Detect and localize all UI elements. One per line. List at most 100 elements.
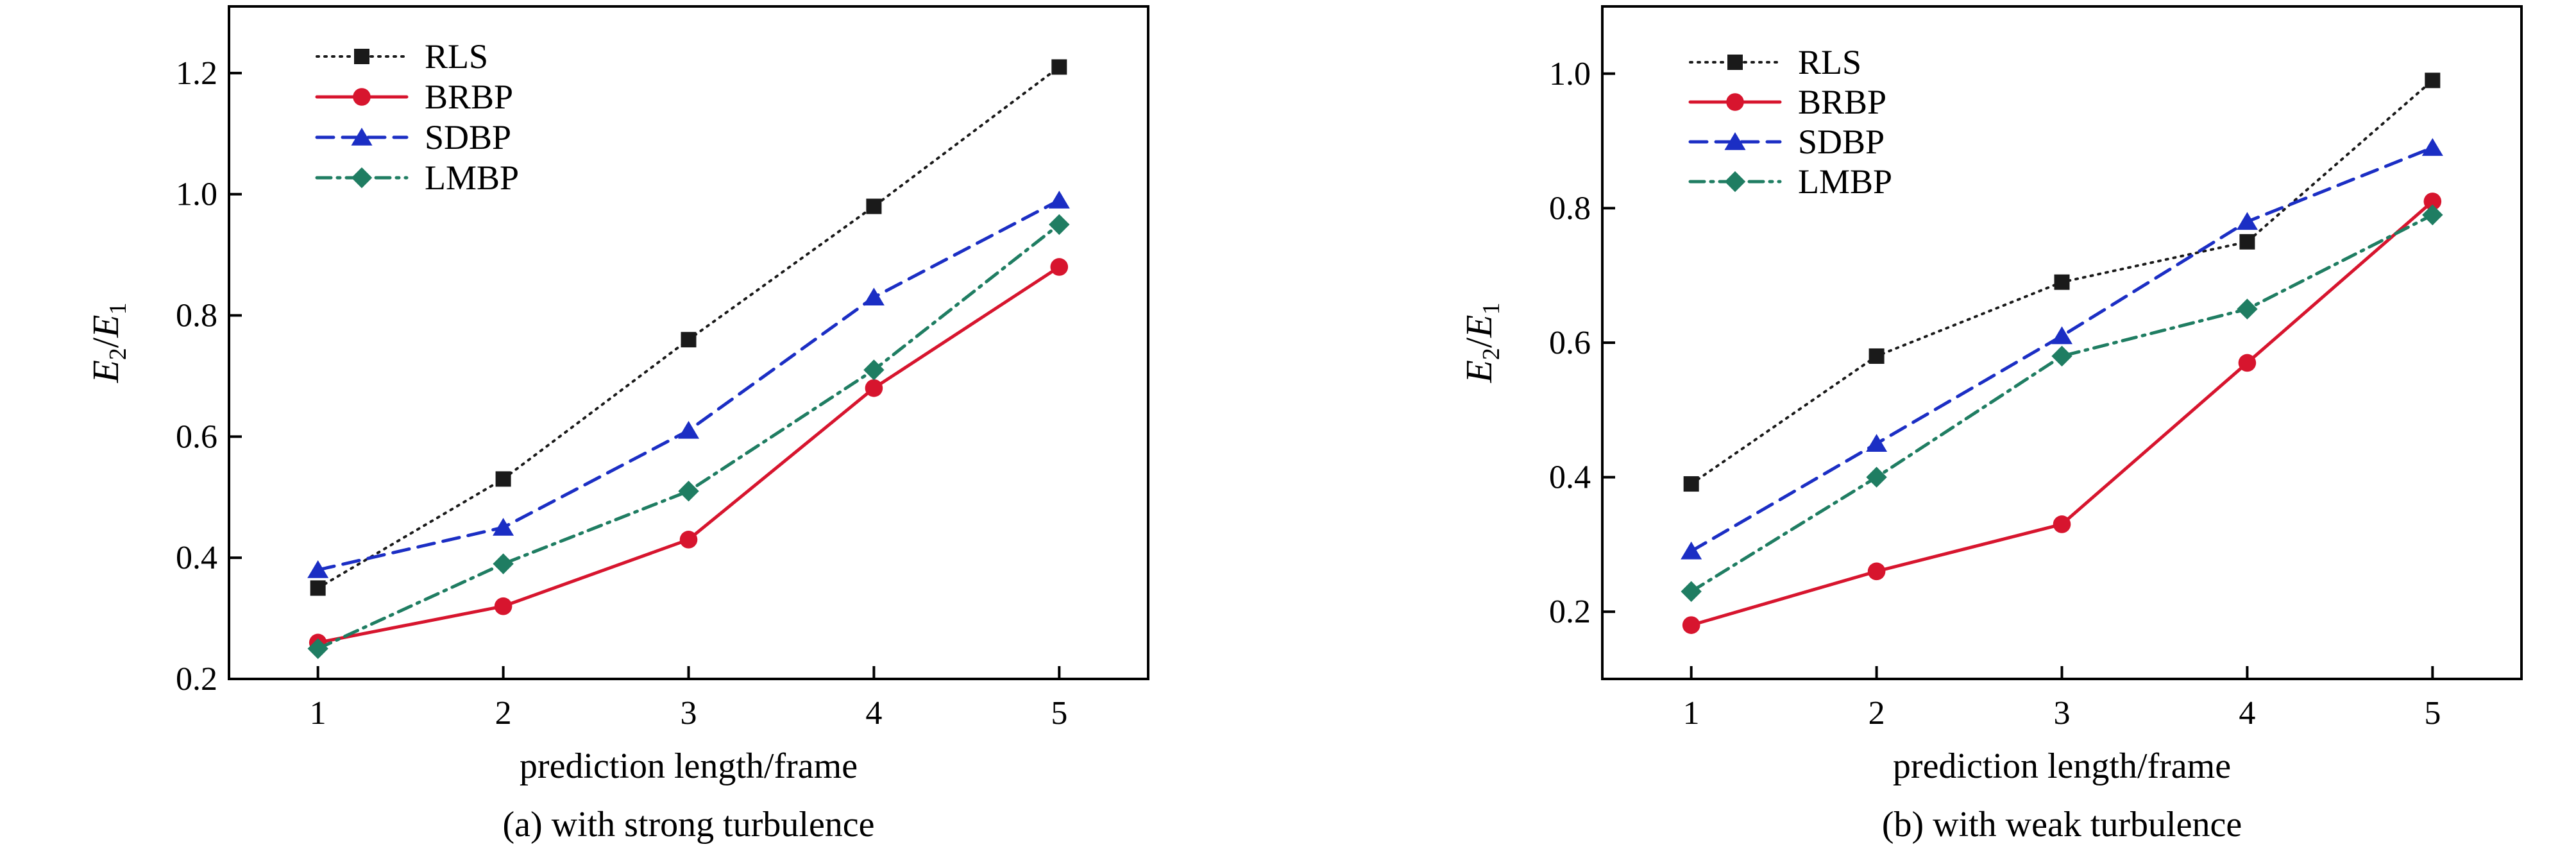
y-tick-label: 1.0 <box>176 176 217 213</box>
legend-marker-brbp <box>1726 93 1744 111</box>
series-lmbp <box>307 214 1070 659</box>
y-axis-label-e2-sub: 2 <box>105 348 131 360</box>
data-point-sdbp <box>678 420 699 439</box>
series-sdbp <box>307 191 1070 578</box>
series-rls <box>1683 73 2441 492</box>
left-chart-panel: 0.2 0.4 0.6 0.8 1.0 1.2 1 2 3 4 5 prediction length… <box>85 5 1149 845</box>
data-point-sdbp <box>2421 138 2443 156</box>
data-point-lmbp <box>1049 214 1070 236</box>
y-tick-label: 0.4 <box>1549 459 1591 496</box>
legend-marker-rls <box>354 49 369 64</box>
x-tick-label: 2 <box>1868 695 1885 732</box>
panel-caption: (b) with weak turbulence <box>1882 805 2242 845</box>
y-axis-label-slash: / <box>1458 337 1500 348</box>
data-point-lmbp <box>493 553 514 574</box>
legend-label-lmbp: LMBP <box>1798 162 1892 201</box>
y-tick-label: 1.2 <box>176 55 217 92</box>
data-point-rls <box>495 471 511 487</box>
data-point-sdbp <box>2236 212 2258 230</box>
data-point-rls <box>310 580 326 596</box>
y-axis-label-e2-sub: 2 <box>1478 348 1505 360</box>
right-chart-panel: 0.2 0.4 0.6 0.8 1.0 1 2 3 4 5 prediction length/fr… <box>1458 5 2523 845</box>
y-tick-label: 0.2 <box>1549 594 1591 630</box>
data-point-sdbp <box>2051 326 2072 345</box>
series-brbp <box>309 258 1069 652</box>
x-tick-label: 1 <box>1683 695 1700 732</box>
y-axis-label-e2: E <box>85 360 126 383</box>
data-point-brbp <box>679 531 698 549</box>
data-point-brbp <box>2423 193 2442 210</box>
y-axis-label-e1: E <box>1458 315 1500 338</box>
series-brbp <box>1682 193 2442 634</box>
legend-marker-brbp <box>353 88 371 106</box>
data-point-brbp <box>1867 562 1886 581</box>
data-point-brbp <box>865 379 883 397</box>
data-point-rls <box>2239 234 2255 250</box>
series-line-lmbp <box>1690 213 2434 594</box>
y-tick-label: 0.8 <box>1549 190 1591 227</box>
data-point-rls <box>681 332 697 348</box>
data-point-lmbp <box>2422 204 2443 226</box>
data-point-rls <box>1868 348 1885 364</box>
y-axis-label-e1-sub: 1 <box>1478 303 1505 315</box>
x-tick-label: 2 <box>495 695 512 732</box>
data-point-sdbp <box>1681 541 1702 560</box>
data-point-sdbp <box>493 517 514 536</box>
legend-marker-sdbp <box>351 128 373 146</box>
x-tick-label: 3 <box>681 695 697 732</box>
x-tick-label: 4 <box>865 695 882 732</box>
series-rls <box>310 59 1067 596</box>
legend-marker-rls <box>1727 55 1743 70</box>
legend-label-rls: RLS <box>1798 43 1861 81</box>
legend-label-sdbp: SDBP <box>1798 123 1885 161</box>
legend-label-sdbp: SDBP <box>425 118 511 157</box>
y-tick-label: 0.4 <box>176 540 217 576</box>
legend-marker-sdbp <box>1724 132 1746 150</box>
legend-label-lmbp: LMBP <box>425 159 519 197</box>
series-lmbp <box>1681 204 2443 602</box>
data-point-lmbp <box>678 481 699 502</box>
y-tick-label: 0.6 <box>1549 325 1591 361</box>
data-point-rls <box>1683 476 1699 492</box>
x-axis-label: prediction length/frame <box>520 746 858 786</box>
data-point-rls <box>2054 274 2070 290</box>
data-point-lmbp <box>1681 581 1702 602</box>
y-axis-label-e1-sub: 1 <box>105 303 131 315</box>
legend-marker-lmbp <box>351 167 373 189</box>
y-tick-label: 0.8 <box>176 298 217 334</box>
data-point-rls <box>1051 59 1067 75</box>
y-axis-label-e2: E <box>1458 360 1500 383</box>
data-point-sdbp <box>1048 191 1070 209</box>
data-point-brbp <box>2238 354 2257 372</box>
x-tick-label: 4 <box>2239 695 2255 732</box>
y-axis-label-slash: / <box>85 337 126 348</box>
x-tick-label: 1 <box>310 695 326 732</box>
y-tick-label: 1.0 <box>1549 56 1591 92</box>
panel-caption: (a) with strong turbulence <box>502 805 874 845</box>
data-point-brbp <box>1682 616 1700 634</box>
data-point-sdbp <box>307 560 329 578</box>
data-point-lmbp <box>307 638 328 659</box>
series-sdbp <box>1681 138 2443 560</box>
series-line-brbp <box>1690 200 2434 627</box>
data-point-rls <box>866 198 882 214</box>
legend-marker-lmbp <box>1724 171 1746 193</box>
x-tick-label: 3 <box>2054 695 2071 732</box>
y-tick-label: 0.2 <box>176 661 217 698</box>
x-tick-label: 5 <box>2424 695 2441 732</box>
data-point-lmbp <box>1866 467 1887 488</box>
y-tick-label: 0.6 <box>176 418 217 455</box>
series-line-sdbp <box>316 198 1061 572</box>
y-axis-label: E2/E1 <box>1458 303 1505 384</box>
data-point-sdbp <box>1866 434 1888 452</box>
legend-label-brbp: BRBP <box>1798 83 1886 121</box>
y-axis-label: E2/E1 <box>85 303 131 384</box>
data-point-brbp <box>1050 258 1069 276</box>
data-point-lmbp <box>2237 298 2258 320</box>
x-axis-label: prediction length/frame <box>1893 746 2231 786</box>
data-point-lmbp <box>2051 345 2072 367</box>
